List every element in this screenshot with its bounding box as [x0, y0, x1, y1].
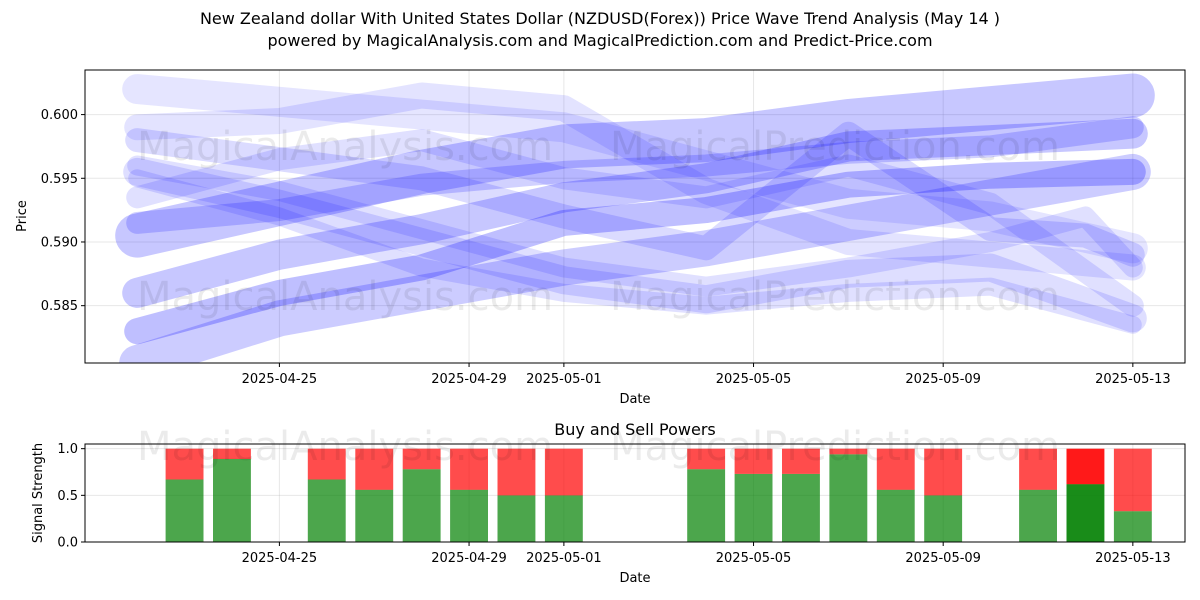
sell-power-bar: [829, 448, 868, 455]
wave-series-line: [128, 169, 1142, 334]
price-axes-frame: [84, 69, 1186, 364]
price-y-ticks: 0.585 0.590 0.595 0.600: [41, 108, 85, 314]
buy-power-bar: [782, 473, 820, 542]
signal-x-tick-label: 2025-04-29: [431, 551, 507, 566]
wave-series-line: [124, 158, 1146, 345]
buy-power-bar: [1113, 511, 1152, 542]
buy-power-bar: [450, 489, 488, 542]
buy-power-bar: [213, 458, 251, 542]
sell-power-bar: [450, 448, 488, 490]
sell-power-bar: [1019, 448, 1057, 490]
sell-power-bar: [307, 448, 346, 480]
signal-axes-frame: [84, 443, 1186, 543]
signal-x-tick-label: 2025-05-05: [716, 551, 792, 566]
watermark-text: MagicalPrediction.com: [610, 124, 1060, 170]
buy-power-bar: [876, 489, 915, 542]
price-x-tick-label: 2025-04-29: [431, 372, 507, 387]
sell-power-bar: [1066, 448, 1105, 485]
wave-series-line: [119, 153, 1151, 363]
wave-series-line: [126, 116, 1144, 234]
buy-power-bar: [497, 495, 536, 542]
signal-x-ticks: 2025-04-25 2025-04-29 2025-05-01 2025-05-05…: [242, 542, 1171, 566]
price-x-tick-label: 2025-04-25: [242, 372, 318, 387]
sell-power-bar: [1113, 448, 1152, 512]
price-y-tick-label: 0.595: [41, 172, 78, 187]
wave-series-line: [122, 74, 1148, 264]
price-y-tick-label: 0.600: [41, 108, 78, 123]
sell-power-bar: [165, 448, 204, 480]
signal-y-tick-label: 1.0: [57, 442, 78, 457]
chart-subtitle: powered by MagicalAnalysis.com and Magic…: [267, 31, 933, 50]
price-x-axis-label: Date: [619, 392, 650, 407]
watermark-text: MagicalAnalysis.com: [137, 424, 553, 470]
signal-chart-title: Buy and Sell Powers: [554, 420, 716, 439]
sell-power-bar: [782, 448, 820, 474]
buy-power-bar: [924, 495, 963, 542]
buy-power-bar: [687, 469, 726, 542]
wave-series-line: [123, 157, 1147, 333]
price-x-tick-label: 2025-05-09: [905, 372, 981, 387]
sell-power-bar: [876, 448, 915, 490]
wave-series-line: [122, 118, 1148, 308]
buy-power-bar: [829, 454, 868, 542]
price-x-tick-label: 2025-05-01: [526, 372, 602, 387]
signal-x-tick-label: 2025-05-01: [526, 551, 602, 566]
signal-bars: [165, 448, 1152, 542]
signal-x-axis-label: Date: [619, 571, 650, 586]
sell-power-bar: [924, 448, 963, 496]
wave-series-line: [125, 121, 1145, 267]
wave-series-line: [124, 82, 1146, 281]
signal-y-tick-label: 0.5: [57, 489, 78, 504]
signal-x-tick-label: 2025-05-13: [1095, 551, 1171, 566]
price-waves: [115, 73, 1155, 363]
price-x-tick-label: 2025-05-13: [1095, 372, 1171, 387]
watermark-text: MagicalPrediction.com: [610, 274, 1060, 320]
price-x-tick-label: 2025-05-05: [716, 372, 792, 387]
sell-power-bar: [687, 448, 726, 470]
sell-power-bar: [497, 448, 536, 496]
buy-power-bar: [1066, 484, 1105, 542]
sell-power-bar: [402, 448, 441, 470]
price-watermarks: MagicalAnalysis.com MagicalPrediction.co…: [137, 124, 1060, 320]
chart-title: New Zealand dollar With United States Do…: [199, 9, 1001, 28]
sell-power-bar: [213, 448, 251, 459]
signal-x-tick-label: 2025-05-09: [905, 551, 981, 566]
sell-power-bar: [544, 448, 583, 496]
sell-power-bar: [734, 448, 773, 474]
buy-power-bar: [165, 479, 204, 542]
buy-power-bar: [307, 479, 346, 542]
signal-y-axis-label: Signal Strength: [31, 443, 46, 543]
signal-watermarks: MagicalAnalysis.com MagicalPrediction.co…: [137, 424, 1060, 470]
buy-power-bar: [544, 495, 583, 542]
watermark-text: MagicalAnalysis.com: [137, 124, 553, 170]
watermark-text: MagicalAnalysis.com: [137, 274, 553, 320]
price-y-axis-label: Price: [15, 200, 30, 232]
buy-power-bar: [402, 469, 441, 542]
price-grid: [85, 70, 1185, 363]
wave-series-line: [126, 129, 1144, 317]
wave-series-line: [127, 155, 1143, 297]
price-y-tick-label: 0.590: [41, 235, 78, 250]
signal-y-tick-label: 0.0: [57, 536, 78, 551]
watermark-text: MagicalPrediction.com: [610, 424, 1060, 470]
price-y-tick-label: 0.585: [41, 299, 78, 314]
wave-series-line: [115, 73, 1155, 258]
sell-power-bar: [355, 448, 394, 490]
buy-power-bar: [355, 489, 394, 542]
signal-x-tick-label: 2025-04-25: [242, 551, 318, 566]
signal-y-ticks: 0.0 0.5 1.0: [57, 442, 85, 551]
price-x-ticks: 2025-04-25 2025-04-29 2025-05-01 2025-05-05…: [242, 363, 1171, 387]
buy-power-bar: [734, 473, 773, 542]
buy-power-bar: [1019, 489, 1057, 542]
